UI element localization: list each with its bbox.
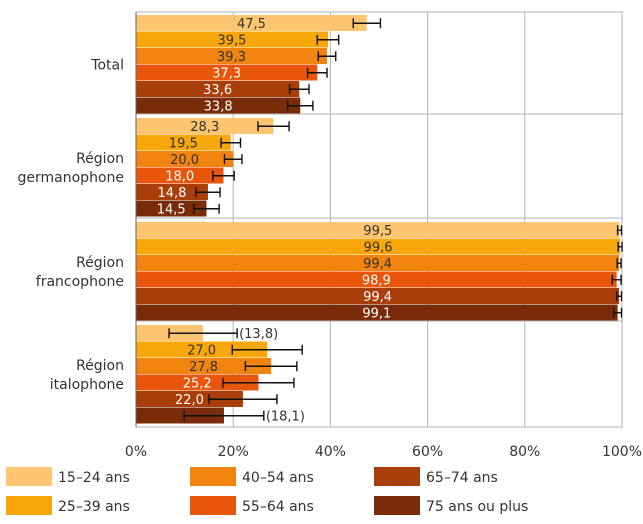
x-tick-label: 0% bbox=[125, 444, 147, 460]
data-label: 22,0 bbox=[175, 393, 204, 408]
legend-swatch bbox=[6, 496, 52, 515]
x-tick-label: 60% bbox=[412, 444, 443, 460]
bar bbox=[136, 374, 259, 391]
data-label: 18,0 bbox=[165, 169, 194, 184]
bar bbox=[136, 358, 272, 374]
legend-label: 65–74 ans bbox=[426, 470, 498, 486]
category-label: Région bbox=[76, 358, 124, 374]
category-label: francophone bbox=[36, 274, 124, 290]
data-label: 33,6 bbox=[203, 83, 232, 98]
bar bbox=[136, 238, 621, 255]
bar bbox=[136, 407, 224, 424]
data-label: 14,5 bbox=[157, 202, 186, 217]
data-label: 39,3 bbox=[217, 50, 246, 65]
data-label: 47,5 bbox=[237, 17, 266, 32]
data-label: 14,8 bbox=[157, 186, 186, 201]
legend-swatch bbox=[190, 496, 236, 515]
x-tick-label: 40% bbox=[315, 444, 346, 460]
data-label: (13,8) bbox=[239, 327, 278, 342]
data-label: 99,1 bbox=[362, 306, 391, 321]
category-label: italophone bbox=[50, 377, 124, 393]
data-label: 28,3 bbox=[190, 120, 219, 135]
data-label: 39,5 bbox=[218, 33, 247, 48]
data-label: 33,8 bbox=[204, 99, 233, 114]
data-label: 99,4 bbox=[363, 257, 392, 272]
bar bbox=[136, 15, 367, 31]
data-label: 37,3 bbox=[212, 66, 241, 81]
legend-label: 25–39 ans bbox=[58, 499, 130, 515]
data-label: 27,8 bbox=[189, 360, 218, 375]
bar bbox=[136, 271, 617, 288]
data-label: 98,9 bbox=[362, 273, 391, 288]
category-label: Région bbox=[76, 151, 124, 167]
data-label: 20,0 bbox=[170, 153, 199, 168]
bar bbox=[136, 288, 620, 304]
legend-label: 15–24 ans bbox=[58, 470, 130, 486]
legend-label: 55–64 ans bbox=[242, 499, 314, 515]
bar bbox=[136, 304, 618, 321]
x-tick-label: 80% bbox=[509, 444, 540, 460]
data-label: 99,6 bbox=[364, 240, 393, 255]
data-label: 25,2 bbox=[183, 376, 212, 391]
bar bbox=[136, 81, 300, 97]
legend-label: 40–54 ans bbox=[242, 470, 314, 486]
legend-label: 75 ans ou plus bbox=[426, 499, 528, 515]
bar bbox=[136, 48, 327, 64]
bar bbox=[136, 31, 328, 48]
legend-swatch bbox=[6, 467, 52, 486]
legend-swatch bbox=[374, 496, 420, 515]
data-label: 19,5 bbox=[169, 136, 198, 151]
bar bbox=[136, 184, 208, 200]
bar bbox=[136, 134, 231, 151]
x-tick-label: 100% bbox=[602, 444, 642, 460]
bar bbox=[136, 118, 274, 134]
bar bbox=[136, 222, 620, 238]
x-tick-label: 20% bbox=[218, 444, 249, 460]
data-label: (18,1) bbox=[266, 409, 305, 424]
category-label: Région bbox=[76, 255, 124, 271]
category-label: germanophone bbox=[18, 170, 124, 186]
category-label: Total bbox=[90, 58, 124, 74]
bar bbox=[136, 255, 620, 271]
bar bbox=[136, 151, 234, 167]
data-label: 99,5 bbox=[363, 224, 392, 239]
bar bbox=[136, 64, 318, 81]
data-label: 99,4 bbox=[363, 290, 392, 305]
legend-swatch bbox=[374, 467, 420, 486]
bar bbox=[136, 97, 301, 114]
bar bbox=[136, 200, 207, 217]
bar bbox=[136, 391, 243, 407]
bar bbox=[136, 167, 224, 184]
legend-swatch bbox=[190, 467, 236, 486]
bar bbox=[136, 341, 268, 358]
data-label: 27,0 bbox=[187, 343, 216, 358]
